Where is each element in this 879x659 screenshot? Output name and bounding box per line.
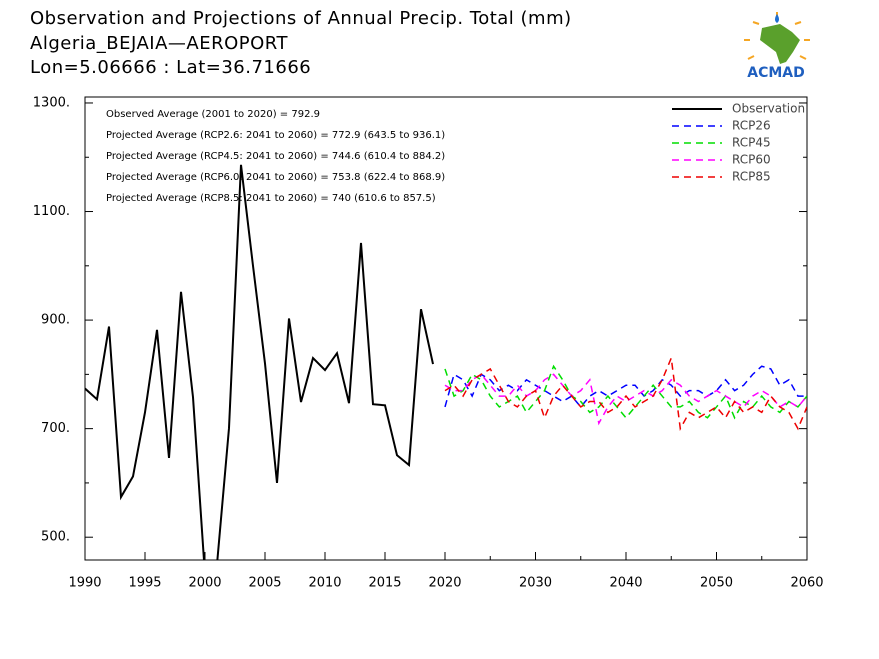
title-line: Algeria_BEJAIA—AEROPORT [30,33,288,54]
x-tick-label: 2005 [248,576,281,591]
x-tick-label: 2030 [519,576,552,591]
legend-label: RCP60 [732,153,771,167]
logo-text: ACMAD [747,65,805,81]
legend-label: Observation [732,102,805,116]
y-tick-label: 1300. [33,95,70,110]
annotation: Projected Average (RCP2.6: 2041 to 2060)… [106,130,445,141]
x-tick-label: 2000 [188,576,221,591]
x-tick-label: 1990 [68,576,101,591]
x-tick-label: 2015 [368,576,401,591]
series-line [444,355,807,432]
annotation: Projected Average (RCP4.5: 2041 to 2060)… [106,151,445,162]
y-tick-label: 900. [41,313,70,328]
annotation: Projected Average (RCP8.5: 2041 to 2060)… [106,193,436,204]
series-line [85,164,434,560]
annotation: Projected Average (RCP6.0: 2041 to 2060)… [106,172,445,183]
title-line: Lon=5.06666 : Lat=36.71666 [30,57,311,78]
legend-label: RCP85 [732,170,771,184]
plot-frame [84,96,808,561]
y-tick-label: 500. [41,530,70,545]
legend-label: RCP45 [732,136,771,150]
x-tick-label: 2010 [308,576,341,591]
x-tick-label: 2050 [700,576,733,591]
logo: ACMAD [744,12,810,81]
title-line: Observation and Projections of Annual Pr… [30,8,572,29]
x-tick-label: 2020 [428,576,461,591]
series-line [444,373,807,426]
x-tick-label: 2040 [609,576,642,591]
y-tick-label: 700. [41,421,70,436]
legend-label: RCP26 [732,119,771,133]
x-tick-label: 2060 [790,576,823,591]
y-tick-label: 1100. [33,204,70,219]
plot-lines [85,164,807,560]
x-tick-label: 1995 [128,576,161,591]
annotation: Observed Average (2001 to 2020) = 792.9 [106,109,320,120]
series-line [444,365,807,409]
